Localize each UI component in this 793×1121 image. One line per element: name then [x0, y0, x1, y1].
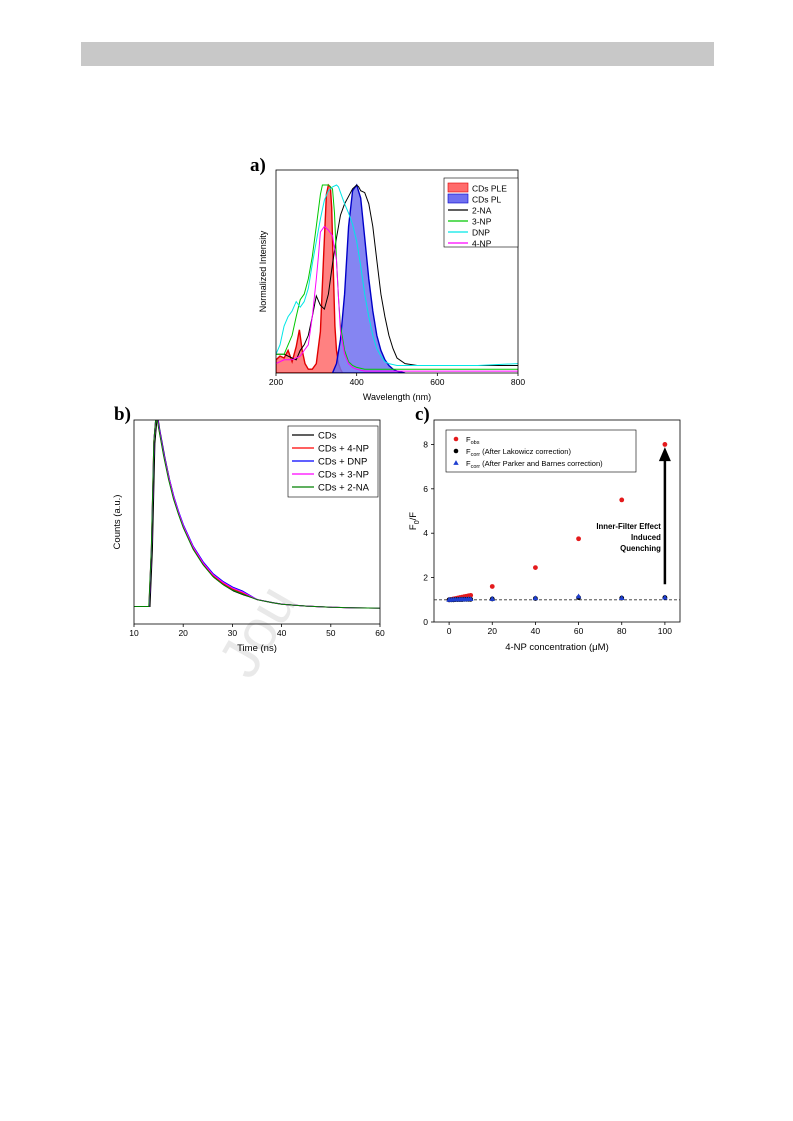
panel-c-data-point: [532, 595, 539, 601]
panel-c-xtick-label: 100: [658, 626, 672, 636]
panel-c-annotation-text: Induced: [631, 533, 661, 542]
panel-a-series-line: [276, 184, 518, 366]
panel-b-ylabel: Counts (a.u.): [112, 495, 123, 550]
panel-c-legend-marker: [453, 448, 459, 454]
panel-c-xtick-label: 80: [617, 626, 627, 636]
panel-c-xtick-label: 20: [488, 626, 498, 636]
panel-a-xtick-label: 400: [350, 377, 364, 387]
panel-c-frame: [433, 419, 681, 623]
panel-c-annotation-text: Quenching: [620, 544, 661, 553]
panel-a-xtick-label: 200: [269, 377, 283, 387]
panel-c-arrow-head: [658, 447, 671, 462]
panel-c-annotation-text: Inner-Filter Effect: [596, 522, 661, 531]
panel-a-legend-label: CDs PL: [472, 195, 502, 205]
panel-c-xtick-label: 40: [531, 626, 541, 636]
panel-c-legend-label: Fobs: [466, 435, 480, 446]
panel-b-series-line: [134, 420, 380, 609]
panel-a-ylabel: Normalized Intensity: [258, 230, 268, 312]
panel-a-xtick-label: 600: [430, 377, 444, 387]
panel-a-series-fill: [276, 183, 344, 373]
panel-c-data-point: [576, 536, 581, 542]
panel-c-ytick-label: 8: [423, 439, 428, 449]
panel-c-ytick-label: 4: [423, 528, 428, 538]
panel-b-xtick-label: 60: [375, 628, 385, 638]
panel-c-xlabel: 4-NP concentration (μM): [505, 642, 609, 653]
panel-b-xtick-label: 40: [277, 628, 287, 638]
panel-c-data-point: [489, 584, 495, 589]
panel-b-legend-label: CDs: [318, 431, 337, 442]
panel-c-data-point: [467, 596, 474, 602]
panel-a-xlabel: Wavelength (nm): [363, 392, 431, 402]
panel-c-legend-label: Fcorr (After Parker and Barnes correctio…: [466, 459, 603, 470]
panel-a-xtick-label: 800: [511, 377, 525, 387]
panel-c-data-point: [618, 595, 625, 600]
panel-b-legend-label: CDs + 4-NP: [318, 444, 369, 455]
panel-c-ylabel: F0/F: [408, 512, 421, 530]
panel-c-ytick-label: 6: [423, 484, 428, 494]
panel-c-data-point: [575, 593, 582, 599]
panel-c-data-point: [533, 565, 538, 571]
panel-c-ytick-label: 2: [423, 573, 428, 583]
panel-a-legend-label: 3-NP: [472, 217, 492, 227]
panel-label-c: c): [415, 404, 430, 425]
panel-c-data-point: [662, 442, 668, 447]
panel-b-xtick-label: 20: [178, 628, 188, 638]
panel-a-series-line: [276, 184, 518, 370]
panel-c-data-point: [662, 594, 668, 600]
panel-a-legend-swatch: [447, 193, 469, 204]
panel-a-legend-label: 2-NA: [472, 206, 492, 216]
page-header-bar: [81, 42, 714, 66]
panel-c-xtick-label: 60: [574, 626, 584, 636]
panel-b-xtick-label: 30: [228, 628, 238, 638]
panel-c-legend-marker: [453, 460, 459, 465]
panel-c-xtick-label: 0: [447, 626, 452, 636]
panel-a-legend-swatch: [447, 182, 469, 193]
panel-a-series-line: [276, 225, 518, 372]
panel-b-legend-label: CDs + DNP: [318, 457, 367, 468]
panel-a-legend-label: 4-NP: [472, 239, 492, 249]
panel-c-legend-marker: [453, 436, 459, 442]
panel-b-frame: [133, 419, 381, 625]
panel-a-frame: [275, 169, 519, 374]
panel-b-xtick-label: 10: [129, 628, 139, 638]
panel-a-series-line: [276, 184, 518, 366]
panel-c-data-point: [619, 497, 625, 503]
panel-c-ytick-label: 0: [423, 617, 428, 627]
panel-b-xtick-label: 50: [326, 628, 336, 638]
panel-b-legend-label: CDs + 2-NA: [318, 483, 370, 494]
panel-a-legend-label: DNP: [472, 228, 490, 238]
panel-c-legend-label: Fcorr (After Lakowicz correction): [466, 447, 571, 458]
panel-c-legend-box: [445, 429, 637, 473]
panel-b-xlabel: Time (ns): [237, 643, 277, 654]
panel-a-plot-area: [276, 183, 518, 373]
panel-c-data-point: [468, 592, 474, 598]
panel-label-a: a): [250, 155, 266, 176]
panel-b-plot-area: [134, 420, 380, 609]
panel-b-legend-label: CDs + 3-NP: [318, 470, 369, 481]
panel-label-b: b): [114, 404, 131, 425]
panel-a-legend-label: CDs PLE: [472, 184, 507, 194]
panel-c-data-point: [489, 595, 496, 601]
